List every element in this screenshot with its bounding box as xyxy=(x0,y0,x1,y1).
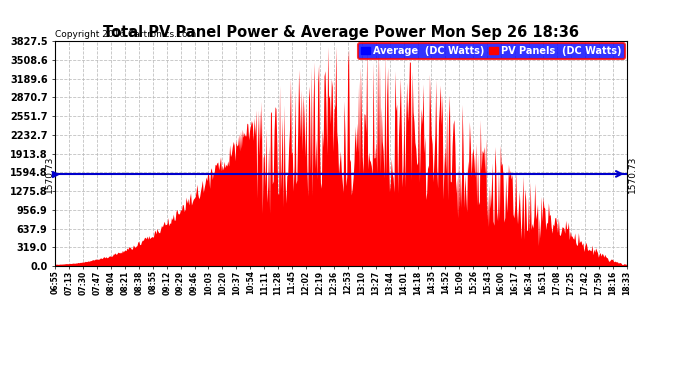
Text: 1570.73: 1570.73 xyxy=(628,155,637,193)
Title: Total PV Panel Power & Average Power Mon Sep 26 18:36: Total PV Panel Power & Average Power Mon… xyxy=(103,25,579,40)
Text: Copyright 2016 Cartronics.com: Copyright 2016 Cartronics.com xyxy=(55,30,197,39)
Text: 1570.73: 1570.73 xyxy=(45,155,54,193)
Legend: Average  (DC Watts), PV Panels  (DC Watts): Average (DC Watts), PV Panels (DC Watts) xyxy=(357,43,624,59)
